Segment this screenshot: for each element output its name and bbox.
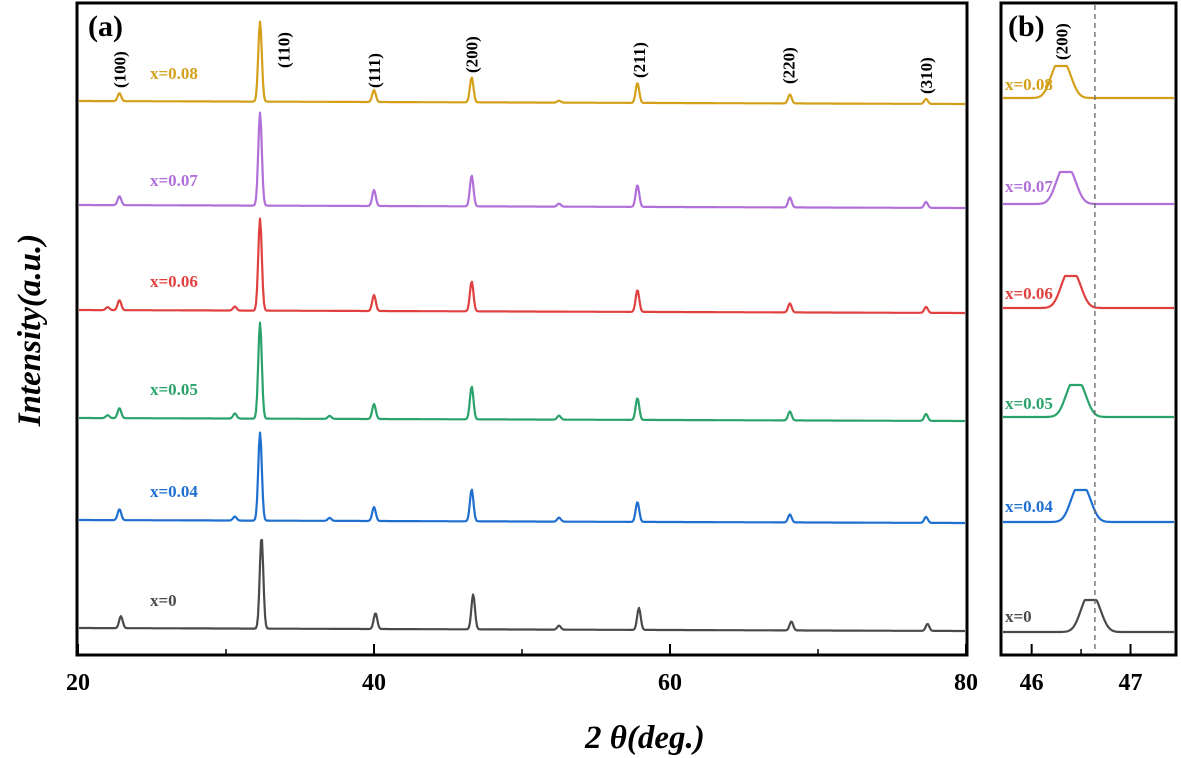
panel-a-trace-x=0.07 [78,111,966,210]
y-axis-label: Intensity(a.u.) [12,234,48,428]
panel-a-trace-x=0.08 [78,20,966,106]
panel-a-series-label-x=0.04: x=0.04 [150,482,198,501]
panel-b-frame [999,1,1178,657]
x-tick-label: 40 [362,670,386,696]
peak-label-310: (310) [917,57,936,94]
panel-a-series-label-x=0.06: x=0.06 [150,272,198,291]
panel-b-trace-x=0.05 [1002,383,1175,419]
panel-b-trace-x=0 [1002,598,1175,634]
x-axis-label: 2 θ(deg.) [584,720,705,756]
panel-b-trace-x=0.08 [1002,64,1175,100]
panel-a-trace-x=0 [78,538,966,633]
peak-label-111: (111) [365,53,384,88]
peak-label-211: (211) [630,42,649,78]
panel-b-series-label-x=0: x=0 [1005,607,1032,626]
panel-a-series-label-x=0.07: x=0.07 [150,171,198,190]
panel-b-x-tick-label: 46 [1020,670,1044,696]
panel-b-x-ticks: 46 47 [1020,644,1143,696]
peak-label-100: (100) [110,51,129,88]
x-tick-label: 80 [954,670,978,696]
x-tick-label: 60 [658,670,682,696]
panel-b-peak-label: (200) [1052,23,1071,60]
panel-a-series-label-x=0.05: x=0.05 [150,380,198,399]
panel-a-frame [75,1,969,657]
panel-a-series-label-x=0.08: x=0.08 [150,64,198,83]
panel-b-series-label-x=0.07: x=0.07 [1005,177,1053,196]
panel-a-peak-labels: (100) (110) (111) (200) (211) (220) (310) [110,32,936,94]
panel-a-series-label-x=0: x=0 [150,591,177,610]
panel-b-series-label-x=0.05: x=0.05 [1005,394,1053,413]
panel-b-label: (b) [1008,10,1045,43]
panel-b-series-label-x=0.04: x=0.04 [1005,497,1053,516]
x-tick-label: 20 [66,670,90,696]
panel-b-x-tick-label: 47 [1119,670,1143,696]
panel-b-series-label-x=0.08: x=0.08 [1005,75,1053,94]
panel-a-traces: x=0 x=0.04 x=0.05 x=0.06 x=0.07 x=0.08 [78,20,966,633]
panel-a-trace-x=0.05 [78,321,966,423]
peak-label-220: (220) [779,47,798,84]
panel-b-trace-x=0.04 [1002,488,1175,524]
panel-a-trace-x=0.04 [78,431,966,525]
panel-a-label: (a) [88,10,123,43]
panel-b-traces: x=0 x=0.04 x=0.05 x=0.06 x=0.07 x=0.08 [1002,64,1175,634]
panel-b-trace-x=0.06 [1002,274,1175,310]
peak-label-200: (200) [463,36,482,73]
panel-b-series-label-x=0.06: x=0.06 [1005,284,1053,303]
panel-a-x-ticks: 20 40 60 80 [66,644,978,696]
peak-label-110: (110) [275,32,294,68]
panel-a-trace-x=0.06 [78,217,966,315]
panel-b-trace-x=0.07 [1002,170,1175,206]
